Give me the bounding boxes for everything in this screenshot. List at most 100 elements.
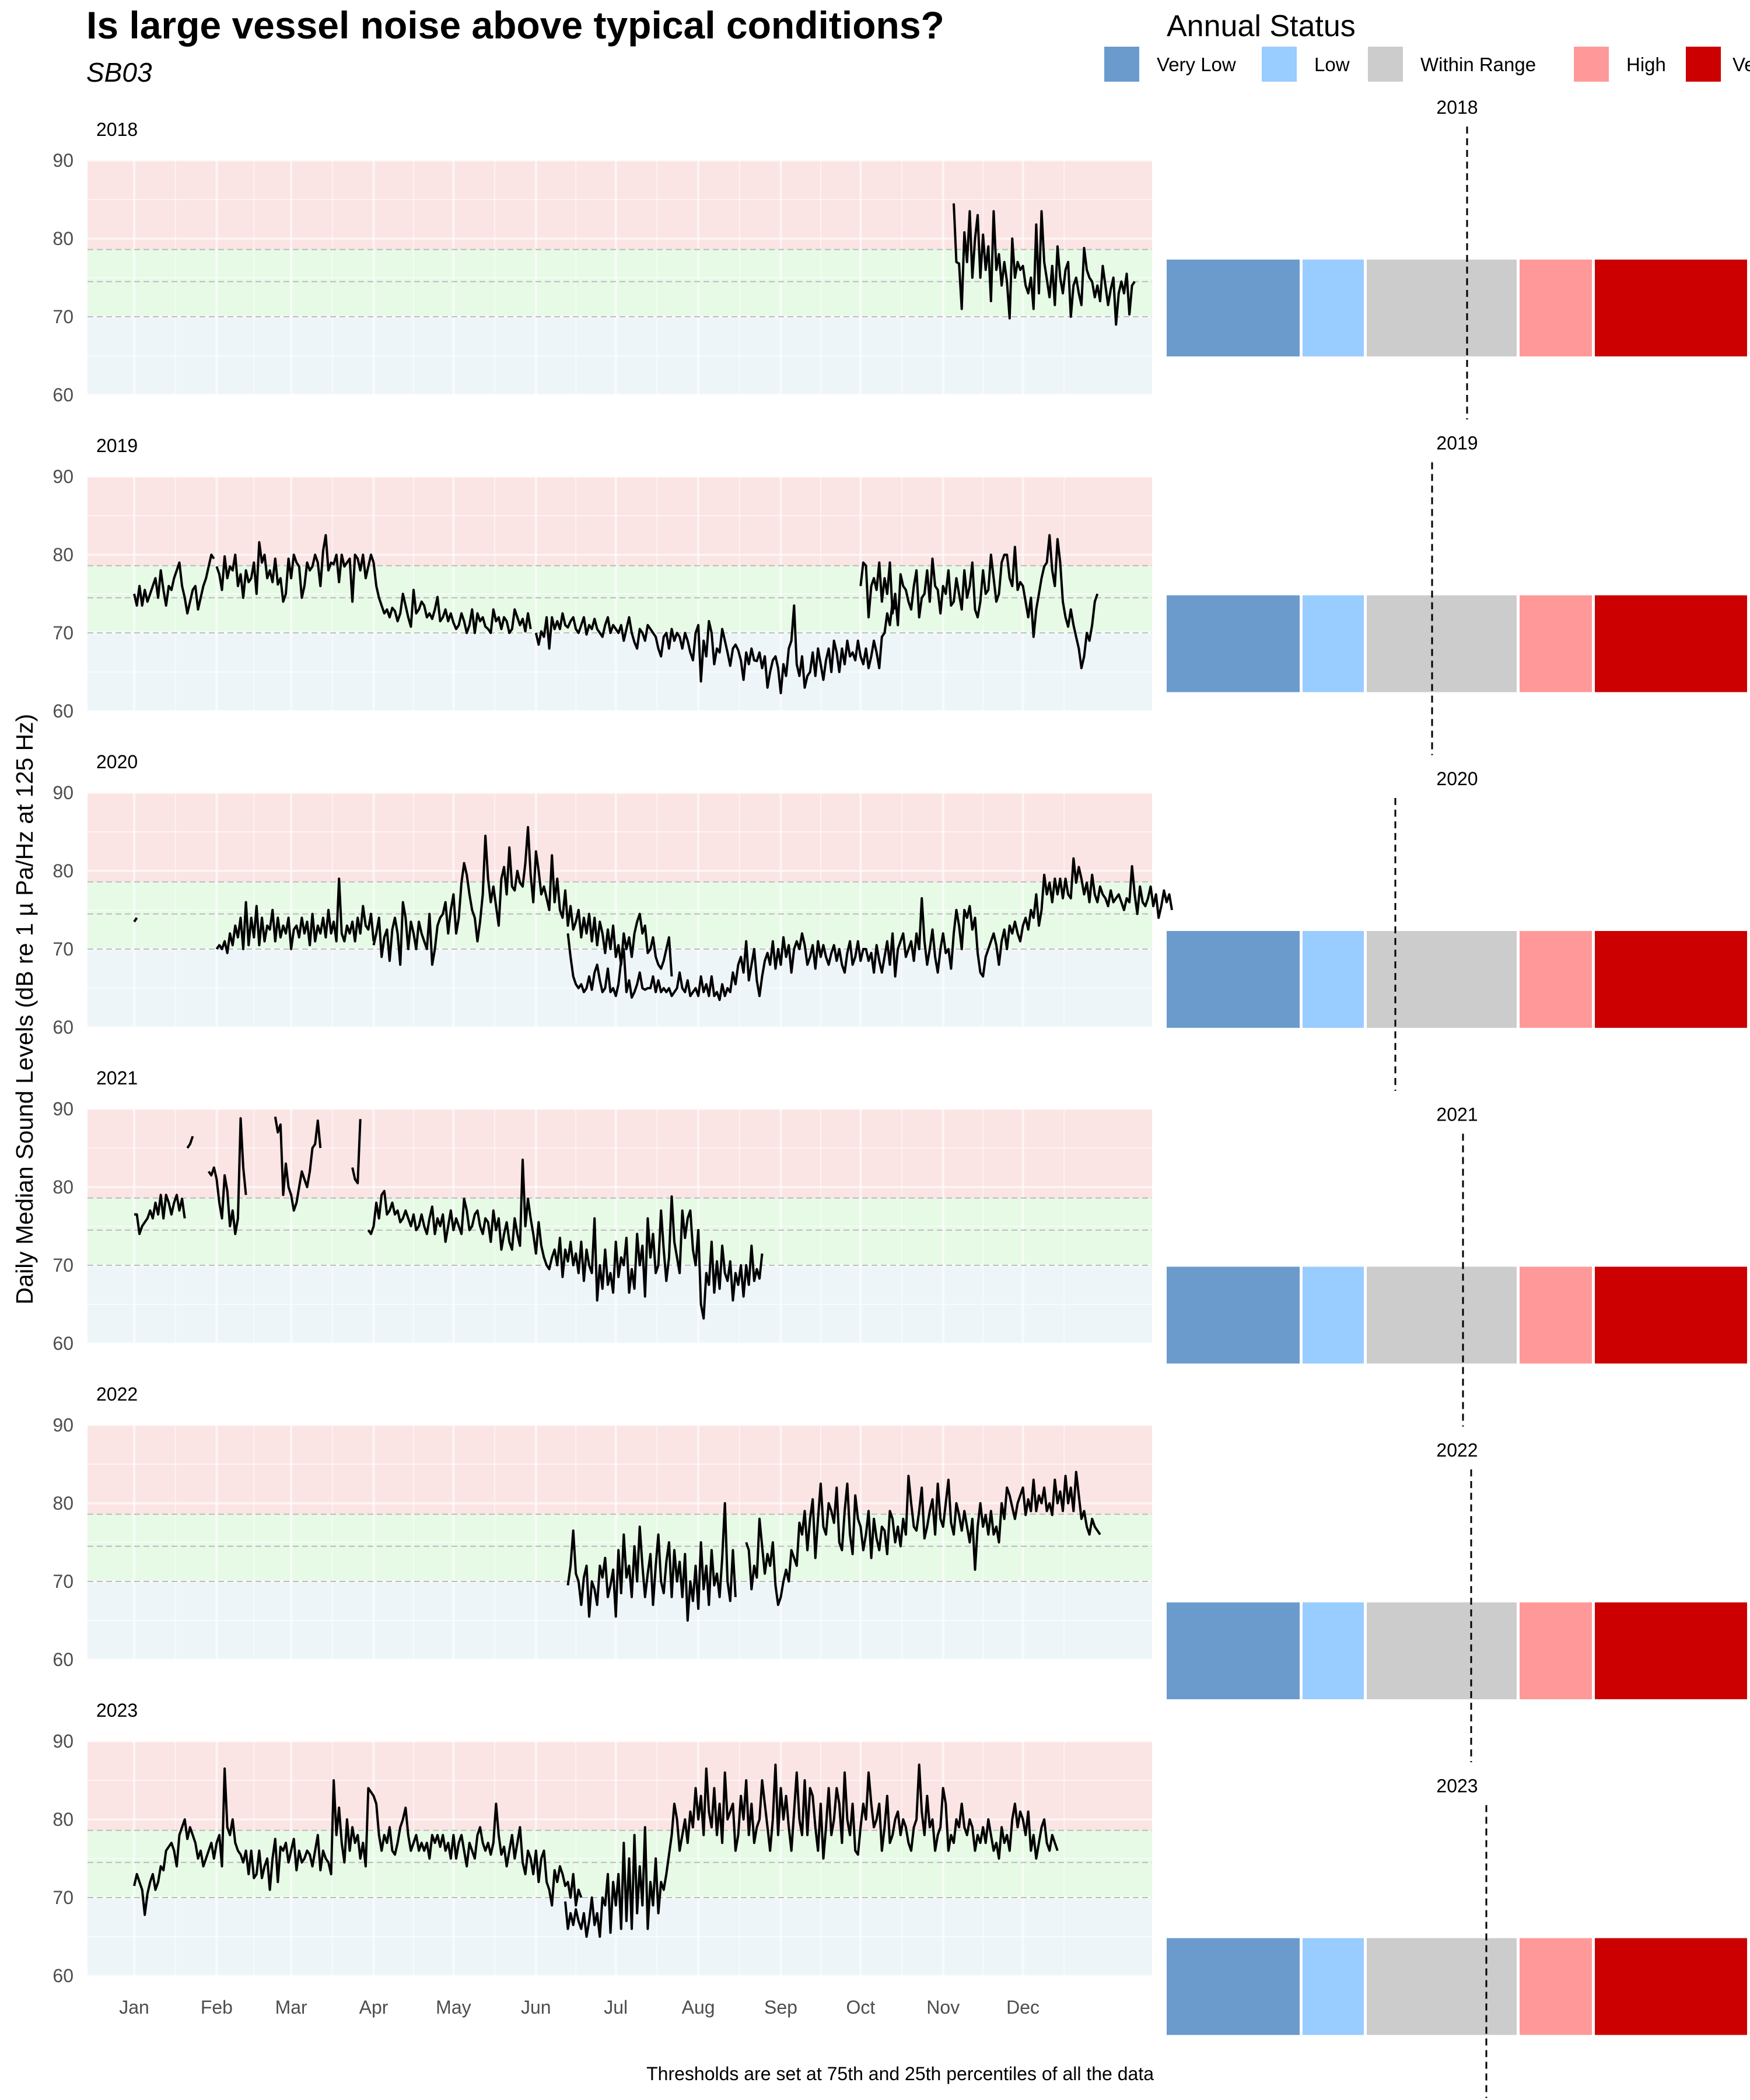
- panel-label: 2022: [96, 1384, 138, 1405]
- y-tick-label: 80: [52, 1493, 74, 1514]
- status-segment-within-range: [1367, 931, 1517, 1028]
- status-segment-very-low: [1167, 1602, 1300, 1699]
- y-tick-label: 80: [52, 860, 74, 881]
- x-tick-label: Mar: [275, 1997, 307, 2018]
- series-line-2020: [566, 857, 1173, 1002]
- y-axis-title: Daily Median Sound Levels (dB re 1 µ Pa/…: [11, 714, 38, 1305]
- status-bar-2023: 2023: [1167, 1776, 1747, 2098]
- status-bar-label: 2021: [1436, 1104, 1478, 1125]
- series-line-2021: [208, 1117, 247, 1236]
- status-bar-label: 2019: [1436, 433, 1478, 454]
- status-bar-2022: 2022: [1167, 1440, 1747, 1762]
- x-axis: Jan Feb Mar Apr May Jun Jul Aug Sep Oct Nov Dec: [119, 1997, 1040, 2018]
- y-tick-label: 80: [52, 1809, 74, 1830]
- status-bar-label: 2020: [1436, 768, 1478, 789]
- x-tick-label: Nov: [926, 1997, 960, 2018]
- x-tick-label: Feb: [201, 1997, 233, 2018]
- status-segment-high: [1520, 260, 1592, 356]
- series-line-2021: [134, 1194, 186, 1236]
- chart-subtitle: SB03: [86, 57, 152, 88]
- y-tick-label: 80: [52, 544, 74, 565]
- status-segment-low: [1303, 931, 1364, 1028]
- status-segment-very-low: [1167, 595, 1300, 692]
- status-segment-high: [1520, 931, 1592, 1028]
- panel-label: 2020: [96, 751, 138, 772]
- panel-label: 2021: [96, 1068, 138, 1088]
- band-above-threshold: [88, 1425, 1152, 1514]
- y-tick-label: 60: [52, 384, 74, 405]
- band-above-threshold: [88, 1109, 1152, 1198]
- series-line-2020: [133, 917, 138, 923]
- y-tick-label: 60: [52, 1649, 74, 1670]
- y-tick-label: 80: [52, 228, 74, 249]
- annual-status-bars: 2018 2019 2020 2021 2022 2023: [1167, 97, 1747, 2098]
- legend-title: Annual Status: [1167, 9, 1356, 43]
- series-line-2021: [186, 1136, 194, 1149]
- series-line-2021: [274, 1116, 322, 1212]
- series-line-2021: [351, 1119, 362, 1185]
- y-tick-label: 90: [52, 1415, 74, 1436]
- series-line-2020: [215, 877, 375, 954]
- x-tick-label: Jan: [119, 1997, 149, 2018]
- legend-swatch-very-high: [1686, 47, 1721, 82]
- legend-label-within-range: Within Range: [1420, 54, 1536, 75]
- legend-label-very-high: Very High: [1732, 54, 1750, 75]
- y-tick-label: 60: [52, 1017, 74, 1038]
- panel-label: 2018: [96, 119, 138, 140]
- series-line-2018: [953, 203, 1136, 326]
- legend-label-very-low: Very Low: [1157, 54, 1236, 75]
- y-tick-label: 80: [52, 1177, 74, 1198]
- x-tick-label: Oct: [846, 1997, 875, 2018]
- legend-swatch-within-range: [1368, 47, 1403, 82]
- series-line-2019: [534, 600, 897, 695]
- x-tick-label: Apr: [359, 1997, 388, 2018]
- y-tick-label: 90: [52, 466, 74, 487]
- series-line-2019: [372, 562, 532, 634]
- status-segment-very-high: [1595, 931, 1747, 1028]
- legend-swatch-high: [1574, 47, 1609, 82]
- status-segment-low: [1303, 595, 1364, 692]
- status-segment-within-range: [1367, 260, 1517, 356]
- x-tick-label: May: [436, 1997, 471, 2018]
- series-line-2021: [367, 1158, 764, 1320]
- y-tick-label: 60: [52, 701, 74, 722]
- status-bar-2018: 2018: [1167, 97, 1747, 419]
- panel-2022: 60 70 80 90 2022: [52, 1384, 1152, 1670]
- band-above-threshold: [88, 477, 1152, 566]
- status-segment-high: [1520, 1602, 1592, 1699]
- facet-panels: 60 70 80 90 2018 60 70 80 90 2019 60 70 80 90 2020 60 70…: [52, 119, 1173, 1986]
- x-tick-label: Jun: [521, 1997, 551, 2018]
- status-bar-2019: 2019: [1167, 433, 1747, 755]
- panel-2020: 60 70 80 90 2020: [52, 751, 1173, 1038]
- y-tick-label: 60: [52, 1333, 74, 1354]
- status-segment-very-low: [1167, 1938, 1300, 2035]
- panel-2021: 60 70 80 90 2021: [52, 1068, 1152, 1354]
- series-line-2023: [564, 1763, 1059, 1938]
- x-tick-label: Dec: [1006, 1997, 1040, 2018]
- status-segment-very-high: [1595, 1602, 1747, 1699]
- status-segment-low: [1303, 1266, 1364, 1364]
- status-segment-very-high: [1595, 1938, 1747, 2035]
- series-line-2019: [859, 534, 1099, 670]
- status-segment-very-high: [1595, 595, 1747, 692]
- chart-caption: Thresholds are set at 75th and 25th perc…: [646, 2063, 1154, 2084]
- y-tick-label: 70: [52, 1571, 74, 1592]
- status-segment-very-high: [1595, 1266, 1747, 1364]
- series-line-2019: [215, 534, 375, 603]
- status-segment-low: [1303, 1602, 1364, 1699]
- y-tick-label: 70: [52, 1255, 74, 1276]
- status-segment-high: [1520, 1938, 1592, 2035]
- y-tick-label: 90: [52, 1731, 74, 1752]
- status-segment-very-low: [1167, 260, 1300, 356]
- status-bar-2021: 2021: [1167, 1104, 1747, 1427]
- series-line-2023: [133, 1767, 583, 1916]
- status-bar-2020: 2020: [1167, 768, 1747, 1091]
- status-segment-low: [1303, 260, 1364, 356]
- band-above-threshold: [88, 793, 1152, 882]
- status-segment-within-range: [1367, 595, 1517, 692]
- legend: Annual Status Very Low Low Within Range Hig…: [1104, 9, 1750, 82]
- status-bar-label: 2018: [1436, 97, 1478, 118]
- y-tick-label: 90: [52, 782, 74, 803]
- series-line-2022: [745, 1471, 1101, 1606]
